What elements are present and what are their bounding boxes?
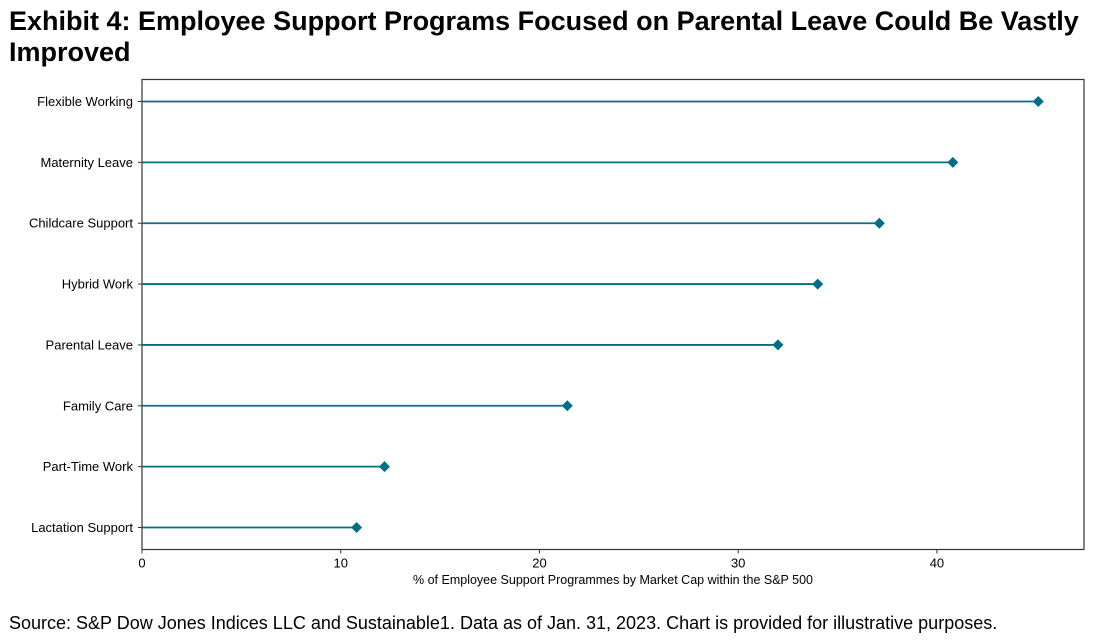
- y-tick-label: Lactation Support: [31, 520, 133, 535]
- y-tick-label: Maternity Leave: [41, 155, 134, 170]
- plot-area-frame: [141, 78, 1085, 551]
- y-tick-label: Part-Time Work: [43, 459, 134, 474]
- x-tick-label: 40: [930, 556, 944, 571]
- chart-title: Exhibit 4: Employee Support Programs Foc…: [9, 6, 1079, 67]
- diamond-marker-7: [351, 522, 363, 533]
- diamond-marker-3: [812, 278, 824, 290]
- diamond-marker-1: [947, 156, 959, 168]
- y-tick-label: Parental Leave: [46, 337, 133, 352]
- diamond-marker-5: [561, 400, 573, 412]
- diamond-marker-0: [1032, 96, 1044, 107]
- diamond-marker-2: [873, 217, 885, 229]
- source-note: Source: S&P Dow Jones Indices LLC and Su…: [9, 613, 998, 633]
- y-tick-label: Childcare Support: [29, 216, 133, 231]
- y-tick-label: Hybrid Work: [62, 277, 134, 292]
- x-tick-label: 20: [532, 556, 546, 571]
- x-axis-label: % of Employee Support Programmes by Mark…: [413, 573, 813, 587]
- x-tick-label: 30: [731, 556, 745, 571]
- x-tick-label: 0: [138, 556, 145, 571]
- diamond-marker-6: [378, 461, 390, 473]
- diamond-marker-4: [772, 339, 784, 351]
- x-tick-label: 10: [333, 556, 347, 571]
- y-tick-label: Flexible Working: [37, 94, 133, 109]
- y-tick-label: Family Care: [63, 398, 133, 413]
